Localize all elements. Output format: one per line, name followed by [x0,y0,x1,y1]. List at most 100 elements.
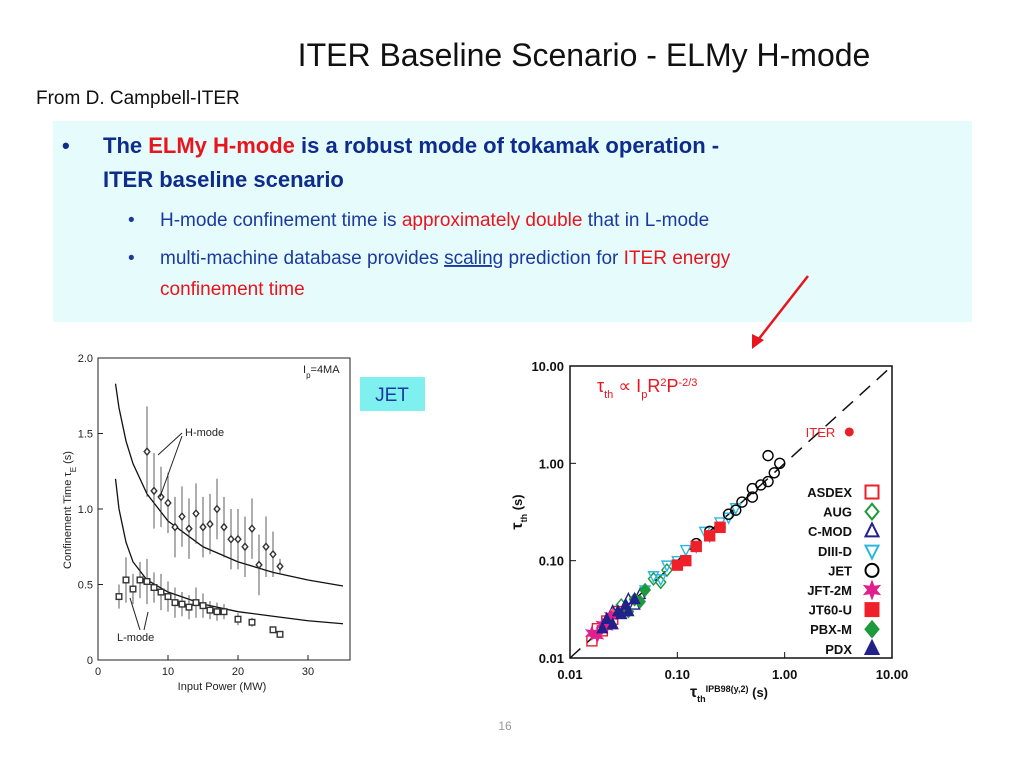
marker [714,521,726,534]
marker [199,602,207,610]
marker [596,621,609,634]
marker [171,522,179,532]
legend-label: JT60-U [809,603,852,618]
marker [864,502,880,521]
marker [227,534,235,544]
tag: JET [375,385,409,406]
marker [680,554,692,567]
arrow [757,275,809,341]
marker [746,491,759,503]
text-part: (s) [749,685,769,700]
marker [864,602,880,618]
text-part: IPB98(y,2) [706,684,749,694]
marker [220,522,228,532]
marker [192,599,200,607]
text-part: (s) [62,451,74,467]
marker [862,579,882,601]
legend-label: DIII-D [818,544,852,559]
marker [622,603,635,617]
marker [143,447,151,457]
x-tick-label: 10 [162,666,174,678]
sub-bullet: H-mode confinement time is approximately… [160,210,709,231]
marker [654,574,667,587]
marker [746,482,759,495]
y-tick-label: 0 [87,655,93,667]
marker [164,593,172,601]
bullet-dot: • [62,133,70,158]
text-part: R [647,376,660,396]
pointer [159,435,183,498]
legend-label: JFT-2M [807,583,852,598]
marker [143,577,151,585]
marker [736,496,748,508]
y-axis-label: τth (s) [509,494,529,529]
marker [157,492,165,502]
marker [654,575,667,590]
legend-label: C-MOD [808,524,852,539]
text-part: P [666,376,678,396]
y-tick-label: 10.00 [531,359,564,374]
y-tick-label: 0.01 [539,651,564,666]
marker [220,608,228,616]
marker [864,619,880,639]
marker [192,509,200,518]
marker [639,582,651,598]
series-label: H-mode [185,427,224,439]
sub-bullet: multi-machine database provides scaling … [160,248,731,269]
pointer [157,432,183,456]
bullet-text: ITER baseline scenario [103,167,344,192]
text-part: I [303,364,306,376]
marker [768,467,780,479]
x-tick-label: 0.01 [557,667,582,682]
x-axis-label: τthIPB98(y,2) (s) [690,684,768,704]
chart-frame [55,345,355,668]
page-number: 16 [498,719,512,733]
text-part: p [306,371,311,380]
marker [206,606,214,614]
marker [150,584,158,592]
formula: τth ∝ IpR2P-2/3 [597,376,697,401]
marker [762,449,774,462]
legend-label: JET [828,563,852,578]
marker [234,534,242,544]
tag-box [360,377,425,411]
marker [762,475,774,488]
sub-bullet: confinement time [160,279,305,300]
bullet-text: The ELMy H-mode is a robust mode of toka… [103,133,719,158]
marker [241,542,249,552]
marker [248,618,256,626]
text-part: Confinement Time τ [62,472,74,569]
legend-label: AUG [823,505,852,520]
text-part: ∝ I [613,376,641,396]
marker [863,544,881,561]
highlight-point [844,427,854,437]
marker [178,600,186,608]
text-part: p [641,389,647,401]
text-part: =4MA [311,364,341,376]
x-axis-label: Input Power (MW) [178,681,267,693]
y-tick-label: 1.00 [539,456,564,471]
text-part: th [519,514,529,523]
marker [729,503,742,516]
y-tick-label: 1.0 [78,504,93,516]
marker [863,521,881,538]
x-tick-label: 30 [302,666,314,678]
marker [276,561,284,571]
marker [276,630,284,638]
marker [122,576,130,584]
marker [213,504,221,514]
text-part: τ [690,684,697,701]
marker [234,615,242,623]
marker [606,617,619,630]
marker [199,522,207,532]
marker [661,563,673,578]
marker [157,588,165,596]
marker [248,524,256,534]
marker [178,512,186,522]
text-part: E [69,467,78,472]
marker [864,484,880,500]
marker [628,591,641,605]
x-tick-label: 10.00 [876,667,909,682]
marker [730,504,742,516]
marker [129,585,137,593]
